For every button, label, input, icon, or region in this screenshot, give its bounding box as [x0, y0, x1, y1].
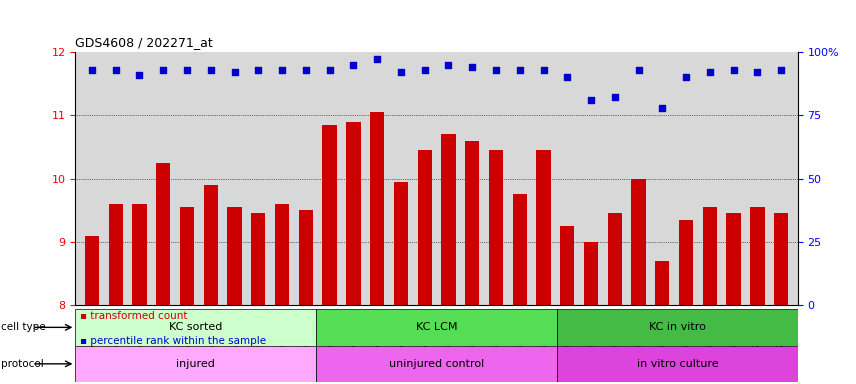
Point: [299, 66, 312, 73]
Point: [703, 69, 716, 75]
Bar: [655, 261, 669, 305]
Point: [133, 71, 146, 78]
Point: [751, 69, 764, 75]
Text: KC LCM: KC LCM: [416, 322, 457, 333]
Point: [157, 66, 170, 73]
Point: [228, 69, 241, 75]
Bar: [299, 210, 313, 305]
Point: [584, 97, 597, 103]
Bar: [85, 236, 99, 305]
Point: [394, 69, 407, 75]
Point: [537, 66, 550, 73]
Bar: [228, 207, 241, 305]
Bar: [323, 125, 336, 305]
Bar: [133, 204, 146, 305]
Point: [347, 61, 360, 68]
Text: in vitro culture: in vitro culture: [637, 359, 718, 369]
Text: ▪ transformed count: ▪ transformed count: [80, 311, 187, 321]
Bar: [750, 207, 764, 305]
Point: [632, 66, 645, 73]
Point: [608, 94, 621, 101]
Bar: [489, 150, 503, 305]
Bar: [346, 122, 360, 305]
Bar: [418, 150, 431, 305]
Point: [109, 66, 122, 73]
Point: [371, 56, 384, 63]
Bar: [679, 220, 693, 305]
Point: [442, 61, 455, 68]
Point: [276, 66, 289, 73]
Text: injured: injured: [176, 359, 215, 369]
Bar: [109, 204, 123, 305]
Bar: [316, 309, 557, 346]
Bar: [537, 150, 550, 305]
Point: [489, 66, 502, 73]
Point: [466, 64, 479, 70]
Point: [252, 66, 265, 73]
Bar: [774, 214, 788, 305]
Point: [513, 66, 526, 73]
Bar: [316, 346, 557, 382]
Point: [680, 74, 693, 80]
Bar: [608, 214, 622, 305]
Bar: [75, 309, 316, 346]
Bar: [370, 112, 384, 305]
Bar: [180, 207, 194, 305]
Bar: [465, 141, 479, 305]
Text: KC sorted: KC sorted: [169, 322, 223, 333]
Text: GDS4608 / 202271_at: GDS4608 / 202271_at: [75, 36, 213, 49]
Point: [561, 74, 574, 80]
Bar: [442, 134, 455, 305]
Bar: [394, 182, 408, 305]
Point: [656, 104, 669, 111]
Bar: [275, 204, 289, 305]
Bar: [251, 214, 265, 305]
Point: [418, 66, 431, 73]
Text: uninjured control: uninjured control: [389, 359, 484, 369]
Point: [204, 66, 217, 73]
Bar: [557, 346, 798, 382]
Bar: [513, 194, 526, 305]
Point: [323, 66, 336, 73]
Bar: [204, 185, 218, 305]
Bar: [584, 242, 598, 305]
Point: [727, 66, 740, 73]
Point: [775, 66, 788, 73]
Point: [85, 66, 98, 73]
Bar: [703, 207, 717, 305]
Text: ▪ percentile rank within the sample: ▪ percentile rank within the sample: [80, 336, 265, 346]
Bar: [557, 309, 798, 346]
Text: protocol: protocol: [1, 359, 44, 369]
Bar: [156, 163, 170, 305]
Bar: [727, 214, 740, 305]
Bar: [560, 226, 574, 305]
Text: KC in vitro: KC in vitro: [649, 322, 706, 333]
Bar: [632, 179, 645, 305]
Bar: [75, 346, 316, 382]
Text: cell type: cell type: [1, 322, 45, 333]
Point: [180, 66, 193, 73]
